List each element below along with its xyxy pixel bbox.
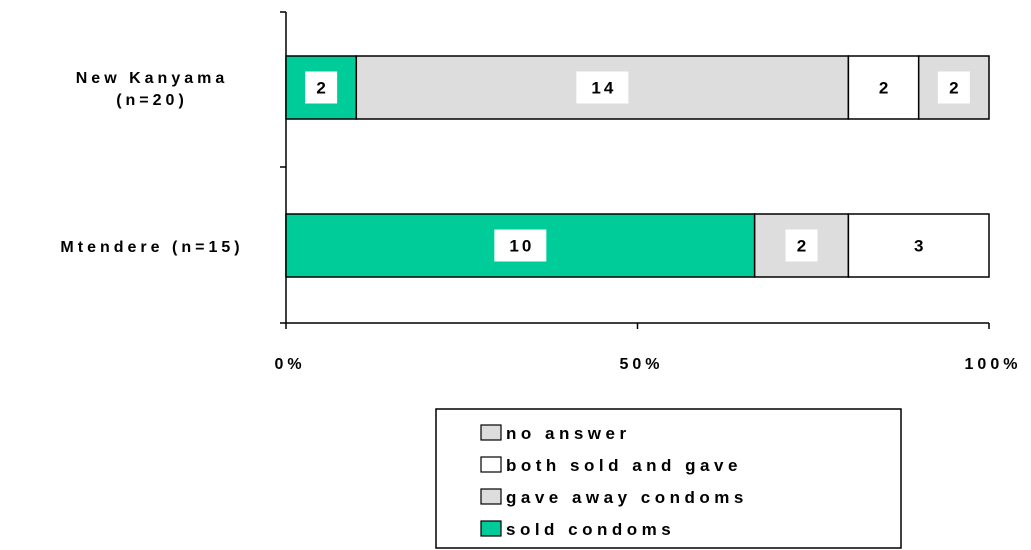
x-tick-labels: 0% 50% 100% <box>274 356 1022 373</box>
category-label: New Kanyama <box>76 70 229 87</box>
legend-box <box>435 408 902 549</box>
x-tick-label: 100% <box>965 356 1022 373</box>
x-tick-label: 0% <box>274 356 305 373</box>
data-label-background <box>937 71 970 104</box>
legend-label: sold condoms <box>506 520 675 539</box>
data-label-background <box>867 71 900 104</box>
legend-swatch <box>480 520 502 537</box>
data-label: 14 <box>591 79 616 98</box>
x-tick-label: 50% <box>619 356 663 373</box>
category-label: (n=20) <box>116 92 188 109</box>
data-label: 2 <box>797 237 809 256</box>
data-label-background <box>305 71 338 104</box>
data-label-background <box>785 229 818 262</box>
data-label-background <box>494 229 547 262</box>
legend-label: no answer <box>506 424 631 443</box>
category-labels: New Kanyama (n=20) Mtendere (n=15) <box>60 70 243 256</box>
data-label: 2 <box>316 79 328 98</box>
category-label: Mtendere (n=15) <box>60 239 243 256</box>
chart-legend: no answer both sold and gave gave away con… <box>435 408 902 549</box>
data-label-background <box>576 71 629 104</box>
chart-bars: 2 14 2 2 10 2 3 <box>285 55 990 278</box>
legend-label: gave away condoms <box>506 488 748 507</box>
data-label: 2 <box>949 79 961 98</box>
data-label: 2 <box>879 79 891 98</box>
data-label: 3 <box>914 237 926 256</box>
legend-label: both sold and gave <box>506 456 742 475</box>
legend-swatch <box>480 456 502 473</box>
legend-swatch <box>480 488 502 505</box>
data-label-background <box>902 229 935 262</box>
legend-swatch <box>480 424 502 441</box>
data-label: 10 <box>509 237 534 256</box>
